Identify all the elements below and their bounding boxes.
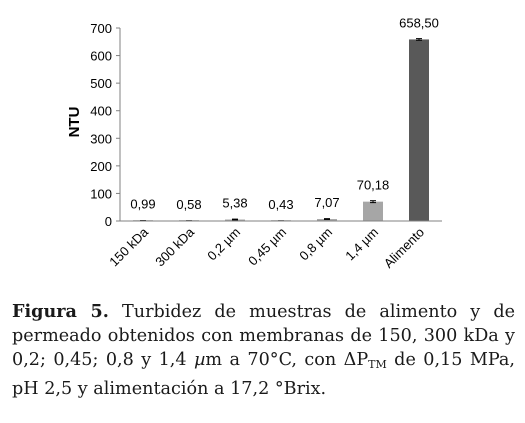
x-tick-label: 0,45 µm bbox=[245, 225, 289, 269]
y-tick-label: 100 bbox=[90, 186, 112, 201]
y-axis: 0 100 200 300 400 500 600 700 bbox=[90, 21, 121, 229]
bar bbox=[409, 39, 429, 222]
x-tick-label: 150 kDa bbox=[106, 224, 151, 269]
y-tick-label: 400 bbox=[90, 104, 112, 119]
data-label: 0,58 bbox=[176, 197, 201, 212]
caption-mu: µ bbox=[193, 350, 206, 370]
data-label: 70,18 bbox=[357, 178, 390, 193]
caption-subscript: TM bbox=[368, 358, 387, 371]
data-label: 0,99 bbox=[130, 197, 155, 212]
x-tick-label: 300 kDa bbox=[152, 224, 197, 269]
caption-text-3: de 0,15 MPa, pH 2,5 y alimentación a 17,… bbox=[12, 350, 515, 399]
x-tick-label: 1,4 µm bbox=[342, 225, 381, 264]
x-tick-label: 0,2 µm bbox=[204, 225, 243, 264]
y-axis-title: NTU bbox=[66, 107, 83, 138]
figure-caption: Figura 5. Turbidez de muestras de alimen… bbox=[12, 300, 515, 401]
bars-group: 0,99 0,58 5,38 0,43 7,07 70,18 658,50 bbox=[130, 15, 439, 222]
y-tick-label: 0 bbox=[105, 214, 112, 229]
y-tick-label: 200 bbox=[90, 159, 112, 174]
data-label: 0,43 bbox=[268, 197, 293, 212]
bar bbox=[317, 219, 337, 221]
caption-text-2: m a 70°C, con ΔP bbox=[205, 350, 369, 370]
y-tick-label: 600 bbox=[90, 49, 112, 64]
x-tick-label: Alimento bbox=[381, 225, 427, 271]
data-label: 658,50 bbox=[399, 15, 439, 30]
x-tick-label: 0,8 µm bbox=[296, 225, 335, 264]
y-tick-label: 700 bbox=[90, 21, 112, 36]
data-label: 7,07 bbox=[314, 195, 339, 210]
caption-label: Figura 5. bbox=[12, 301, 109, 322]
data-label: 5,38 bbox=[222, 196, 247, 211]
y-tick-label: 500 bbox=[90, 76, 112, 91]
x-axis: 150 kDa 300 kDa 0,2 µm 0,45 µm 0,8 µm 1,4 µm A… bbox=[106, 220, 442, 271]
caption-text-1: Turbidez de muestras de alimento y de pe… bbox=[12, 302, 515, 370]
y-tick-label: 300 bbox=[90, 131, 112, 146]
bar bbox=[363, 201, 383, 221]
